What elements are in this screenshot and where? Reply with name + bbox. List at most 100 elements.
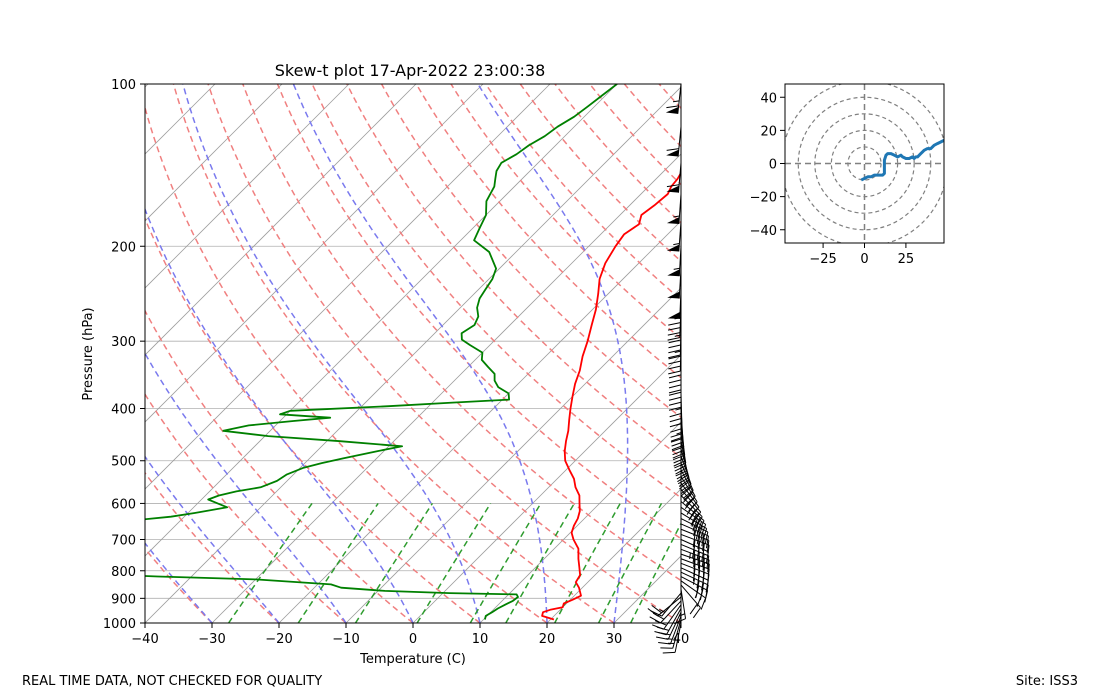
- dry-adiabat: [145, 471, 280, 623]
- wind-barb: [666, 193, 682, 224]
- quality-disclaimer: REAL TIME DATA, NOT CHECKED FOR QUALITY: [22, 674, 323, 689]
- y-tick-label: 500: [111, 455, 136, 470]
- wind-barb: [667, 288, 682, 319]
- dry-adiabat: [694, 84, 1100, 623]
- dry-adiabat: [450, 84, 681, 340]
- dry-adiabat: [485, 84, 681, 301]
- moist-adiabat: [182, 84, 481, 623]
- hodograph-y-tick-label: −40: [750, 224, 777, 239]
- isotherm-gridline: [145, 86, 681, 623]
- isotherm-gridline: [680, 622, 681, 623]
- y-tick-label: 1000: [103, 617, 136, 632]
- dewpoint-trace: [145, 84, 618, 620]
- dry-adiabat: [519, 84, 681, 263]
- dry-adiabat: [276, 84, 681, 540]
- isotherm-gridline: [546, 488, 681, 623]
- wind-barb: [667, 268, 682, 299]
- moist-adiabat: [145, 455, 280, 623]
- isotherm-gridline: [412, 354, 681, 623]
- x-tick-label: −30: [198, 632, 225, 647]
- hodograph-x-tick-label: 0: [860, 252, 868, 267]
- y-tick-label: 400: [111, 403, 136, 418]
- y-tick-label: 800: [111, 565, 136, 580]
- y-tick-label: 900: [111, 592, 136, 607]
- dry-adiabat: [145, 104, 548, 623]
- chart-title: Skew-t plot 17-Apr-2022 23:00:38: [275, 61, 546, 80]
- isotherm-gridline: [145, 84, 417, 356]
- hodograph-panel: −25 0 25 −40 −20 0 20 40: [750, 83, 945, 267]
- mixing-ratio-line: [354, 502, 434, 623]
- hodograph-trace: [860, 138, 944, 182]
- wind-barb: [662, 622, 682, 654]
- wind-barb: [665, 83, 682, 114]
- temperature-trace: [541, 171, 681, 621]
- isotherm-gridline: [345, 287, 681, 623]
- wind-barb: [666, 126, 682, 157]
- hodograph-y-tick-label: −20: [750, 191, 777, 206]
- dry-adiabat: [145, 216, 481, 623]
- hodograph-ticks: −25 0 25 −40 −20 0 20 40: [750, 91, 915, 267]
- y-axis-label: Pressure (hPa): [81, 307, 96, 400]
- mixing-ratio-line: [630, 522, 681, 623]
- y-tick-label: 100: [111, 78, 136, 93]
- wind-barb: [673, 588, 687, 624]
- isotherm-gridline: [145, 84, 350, 289]
- wind-barb: [680, 544, 710, 569]
- isotherm-gridline: [479, 421, 681, 623]
- dry-adiabat: [145, 309, 414, 623]
- x-tick-label: −10: [332, 632, 359, 647]
- mixing-ratio-line: [297, 502, 379, 623]
- wind-barb: [666, 221, 682, 252]
- y-tick-label: 700: [111, 534, 136, 549]
- moist-adiabat: [145, 207, 414, 623]
- dry-adiabat: [554, 84, 681, 224]
- hodograph-ring: [814, 113, 915, 214]
- dry-adiabat: [623, 84, 681, 148]
- hodograph-x-tick-label: 25: [898, 252, 915, 267]
- isotherm-gridline: [145, 84, 283, 222]
- wind-barb: [668, 359, 682, 394]
- dry-adiabat: [415, 84, 681, 379]
- hodograph-y-tick-label: 40: [760, 91, 777, 106]
- moist-adiabat: [145, 541, 213, 623]
- isotherm-gridline: [145, 84, 216, 155]
- mixing-ratio-line: [227, 502, 313, 623]
- mixing-ratio-line: [416, 503, 492, 623]
- x-axis-ticks: −40 −30 −20 −10 0 10 20 30 40: [131, 623, 689, 647]
- hodograph-plot-area: [785, 84, 944, 243]
- isotherm-gridline: [145, 84, 618, 557]
- wind-barb: [667, 246, 682, 277]
- mixing-ratio-line: [469, 503, 542, 623]
- wind-barb: [680, 584, 701, 619]
- skewt-panel: Skew-t plot 17-Apr-2022 23:00:38 −40 −30 −…: [81, 61, 1100, 667]
- dry-adiabat: [589, 84, 681, 186]
- wind-barbs: [647, 83, 710, 654]
- skewt-plot-area: [145, 84, 1100, 623]
- moist-adiabat: [477, 84, 629, 623]
- wind-barb: [680, 533, 710, 558]
- x-tick-label: 20: [539, 632, 556, 647]
- isotherm-gridline: [145, 84, 551, 490]
- y-tick-label: 600: [111, 497, 136, 512]
- wind-barb: [677, 455, 692, 492]
- isotherm-gridline: [145, 84, 484, 423]
- wind-barb: [680, 571, 709, 598]
- wind-barb: [680, 469, 696, 506]
- wind-barb: [680, 506, 707, 537]
- wind-barb: [680, 553, 710, 577]
- x-tick-label: 30: [606, 632, 623, 647]
- x-axis-label: Temperature (C): [359, 652, 466, 667]
- dry-adiabat: [145, 547, 213, 623]
- hodograph-y-tick-label: 0: [769, 158, 777, 173]
- x-tick-label: −40: [131, 632, 158, 647]
- y-axis-ticks: 100 200 300 400 500 600 700 800 900 1000: [103, 78, 145, 632]
- dry-adiabat: [346, 84, 681, 459]
- dry-adiabat: [763, 84, 1100, 623]
- site-label: Site: ISS3: [1015, 674, 1078, 689]
- dry-adiabat: [311, 84, 681, 499]
- x-tick-label: −20: [265, 632, 292, 647]
- dry-adiabat: [172, 84, 615, 623]
- hodograph-x-tick-label: −25: [809, 252, 836, 267]
- dry-adiabat: [380, 84, 681, 419]
- y-tick-label: 300: [111, 335, 136, 350]
